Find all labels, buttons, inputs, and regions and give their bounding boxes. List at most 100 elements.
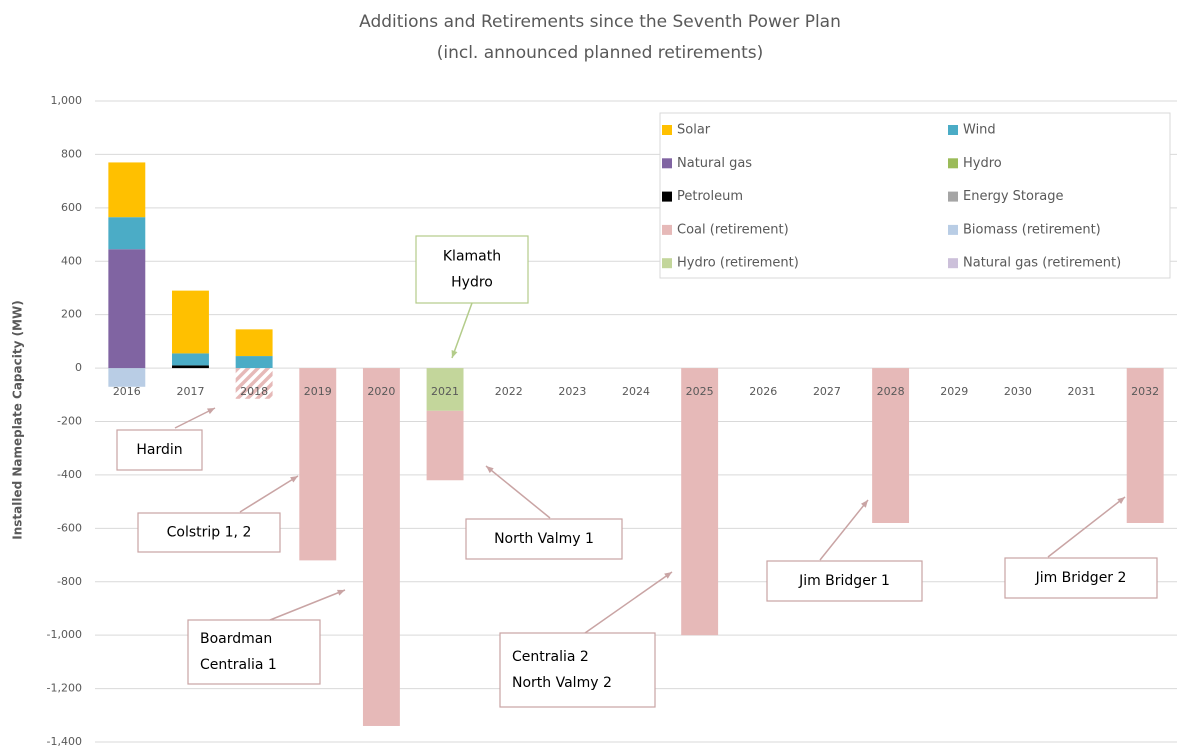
y-tick-label: -200 [57,415,82,428]
annotation-text: Klamath [443,249,501,265]
legend-swatch [662,258,672,269]
bar-segment [108,217,146,250]
bar-segment [299,368,337,561]
arrow-head [207,408,215,415]
annotation-text: Hydro [451,275,493,291]
annotation-text: Hardin [136,442,182,458]
bar-segment [108,162,146,218]
legend-label: Natural gas [677,156,752,171]
annotation-text: Centralia 2 [512,649,589,665]
bar-segment [235,368,273,399]
y-tick-label: -1,000 [47,628,82,641]
annotation-box [415,235,529,304]
legend-swatch [948,158,958,169]
legend-swatch [662,224,672,235]
annotation-box [137,512,281,553]
legend-swatch [948,258,958,269]
arrow-head [664,572,672,579]
y-tick-label: 400 [61,254,82,267]
y-tick-label: 600 [61,201,82,214]
annotation-text: North Valmy 2 [512,675,612,691]
x-tick-label: 2023 [558,385,586,398]
annotation-arrow [451,302,473,359]
legend-swatch [662,158,672,169]
legend-swatch [948,224,958,235]
annotation-text: Jim Bridger 2 [1035,570,1127,586]
x-tick-label: 2022 [495,385,523,398]
legend-swatch [662,191,672,202]
legend-label: Natural gas (retirement) [963,256,1121,271]
annotation-arrow [239,475,299,513]
bar-segment [172,365,209,369]
legend-label: Hydro (retirement) [677,256,799,271]
annotation-arrow [819,499,869,561]
annotation-arrow [584,571,673,634]
annotation-text: Boardman [200,631,272,647]
legend-box [659,112,1171,279]
annotation-box [766,560,923,602]
bar-segment [108,249,146,369]
y-tick-label: 1,000 [51,94,83,107]
legend-label: Petroleum [677,189,743,204]
annotation-text: Colstrip 1, 2 [167,525,252,541]
annotation-box [465,518,623,560]
y-tick-label: 800 [61,147,82,160]
x-tick-label: 2032 [1131,385,1159,398]
x-tick-label: 2025 [686,385,714,398]
x-tick-label: 2016 [113,385,141,398]
x-tick-label: 2017 [176,385,204,398]
legend-swatch [662,125,672,135]
y-tick-label: -1,200 [47,682,82,695]
arrow-head [337,589,345,596]
x-tick-label: 2020 [367,385,395,398]
arrow-head [486,466,494,474]
annotation-box [187,619,321,685]
y-axis-label: Installed Nameplate Capacity (MW) [11,300,25,539]
bar-segment [681,368,719,636]
annotation-text: Centralia 1 [200,657,277,673]
legend-swatch [948,191,958,202]
annotation-arrow [269,589,346,621]
x-tick-label: 2024 [622,385,650,398]
legend-label: Coal (retirement) [677,222,789,237]
bar-segment [426,410,464,481]
annotation-box [1004,557,1158,599]
annotation-arrow [485,465,551,519]
annotation-text: Jim Bridger 1 [798,573,890,589]
bar-segment [1126,368,1164,523]
annotation-arrow [174,407,216,429]
y-tick-label: 200 [61,308,82,321]
bar-segment [872,368,910,523]
legend-label: Wind [963,123,996,138]
arrow-head [860,500,868,508]
x-tick-label: 2019 [304,385,332,398]
x-tick-label: 2026 [749,385,777,398]
bar-segment [362,368,400,726]
y-tick-label: -400 [57,468,82,481]
arrow-head [1117,497,1125,504]
x-tick-label: 2018 [240,385,268,398]
bar-segment [426,368,464,411]
y-tick-label: -600 [57,521,82,534]
chart-subtitle: (incl. announced planned retirements) [437,43,764,63]
bar-segment [172,290,209,354]
legend-label: Hydro [963,156,1002,171]
arrow-head [451,350,458,358]
legend-swatch [948,125,958,135]
x-tick-label: 2021 [431,385,459,398]
bar-segment [108,368,146,387]
legend-label: Solar [677,123,711,138]
legend-label: Energy Storage [963,189,1064,204]
bar-segment [172,353,209,366]
x-tick-label: 2028 [877,385,905,398]
bar-segment [235,329,273,357]
annotation-arrow [1047,496,1126,558]
annotation-text: North Valmy 1 [494,531,594,547]
chart-title: Additions and Retirements since the Seve… [359,12,841,32]
y-tick-label: -1,400 [47,735,82,748]
y-tick-label: -800 [57,575,82,588]
annotation-box [499,632,656,708]
x-tick-label: 2029 [940,385,968,398]
